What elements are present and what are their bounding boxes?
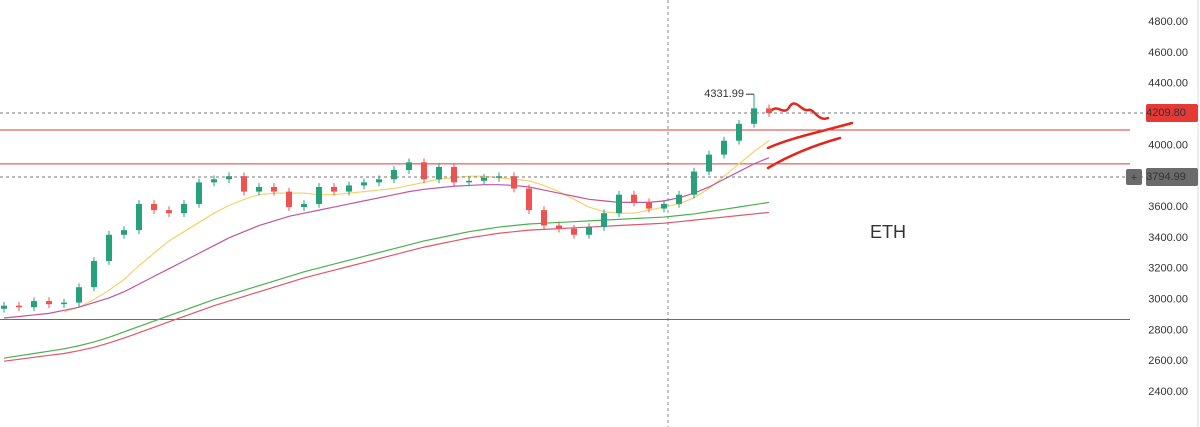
candle-body	[571, 228, 577, 235]
y-tick-label: 2600.00	[1148, 355, 1188, 367]
candle-body	[391, 170, 397, 180]
projection-top	[768, 102, 830, 120]
candle-body	[466, 180, 472, 183]
candle-body	[46, 301, 52, 305]
candle-body	[586, 227, 592, 235]
candle-body	[451, 166, 457, 183]
candle-body	[301, 203, 307, 208]
candle-body	[181, 203, 187, 214]
y-tick-label: 3600.00	[1148, 201, 1188, 213]
price-tag-box	[1146, 167, 1198, 186]
candle-body	[406, 162, 412, 171]
candle-body	[751, 108, 757, 124]
candle-body	[376, 179, 382, 183]
projection-mid	[766, 121, 854, 150]
candle-body	[61, 302, 67, 305]
candle-body	[76, 287, 82, 303]
y-tick-label: 2800.00	[1148, 324, 1188, 336]
price-tag-label: 3794.99	[1146, 171, 1186, 183]
candle-body	[706, 154, 712, 172]
y-tick-label: 3200.00	[1148, 263, 1188, 275]
candle-body	[481, 177, 487, 181]
candle-body	[691, 171, 697, 195]
moving-average-line	[63, 140, 770, 313]
candle-body	[121, 230, 127, 235]
y-tick-label: 4400.00	[1148, 78, 1188, 90]
candle-body	[151, 203, 157, 211]
candle-body	[556, 225, 562, 229]
candle-body	[541, 210, 547, 226]
high-label: 4331.99	[704, 88, 744, 100]
candle-body	[136, 203, 142, 231]
candle-body	[226, 176, 232, 180]
candle-body	[421, 162, 427, 180]
candle-body	[91, 260, 97, 288]
candle-body	[256, 186, 262, 192]
candle-body	[31, 301, 37, 308]
candle-body	[661, 203, 667, 209]
candle-body	[106, 234, 112, 261]
candle-body	[166, 210, 172, 214]
candle-body	[1, 305, 7, 309]
candle-body	[196, 182, 202, 204]
candle-body	[616, 194, 622, 214]
candle-body	[721, 140, 727, 155]
y-tick-label: 3000.00	[1148, 293, 1188, 305]
y-tick-label: 4600.00	[1148, 47, 1188, 59]
candle-body	[316, 186, 322, 204]
candle-body	[766, 108, 772, 113]
candle-body	[601, 213, 607, 228]
candle-body	[346, 185, 352, 192]
add-alert-icon: +	[1131, 172, 1137, 184]
candle-body	[676, 194, 682, 204]
candle-body	[646, 202, 652, 209]
projection-low	[766, 136, 842, 170]
candle-body	[241, 176, 247, 192]
candle-body	[271, 186, 277, 192]
annotation: ETH	[870, 222, 906, 242]
moving-average-line	[3, 157, 770, 319]
y-tick-label: 3400.00	[1148, 232, 1188, 244]
hand-drawn-projection	[766, 102, 854, 170]
moving-average-line	[3, 201, 770, 359]
price-tag-box	[1146, 104, 1198, 123]
add-alert-button[interactable]	[1126, 168, 1142, 185]
candle-body	[286, 191, 292, 208]
moving-average-line	[3, 211, 770, 362]
candle-body	[526, 188, 532, 211]
candle-body	[631, 194, 637, 203]
y-tick-label: 4800.00	[1148, 16, 1188, 28]
candle-body	[736, 123, 742, 141]
y-tick-label: 2400.00	[1148, 386, 1188, 398]
candle-body	[436, 166, 442, 180]
candle-body	[16, 305, 22, 308]
price-tag-label: 4209.80	[1146, 107, 1186, 119]
y-tick-label: 4000.00	[1148, 139, 1188, 151]
candle-body	[331, 186, 337, 192]
candle-body	[211, 179, 217, 183]
candle-body	[361, 182, 367, 186]
candle-body	[511, 176, 517, 189]
